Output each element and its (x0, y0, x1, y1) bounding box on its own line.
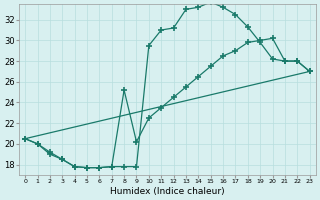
X-axis label: Humidex (Indice chaleur): Humidex (Indice chaleur) (110, 187, 225, 196)
